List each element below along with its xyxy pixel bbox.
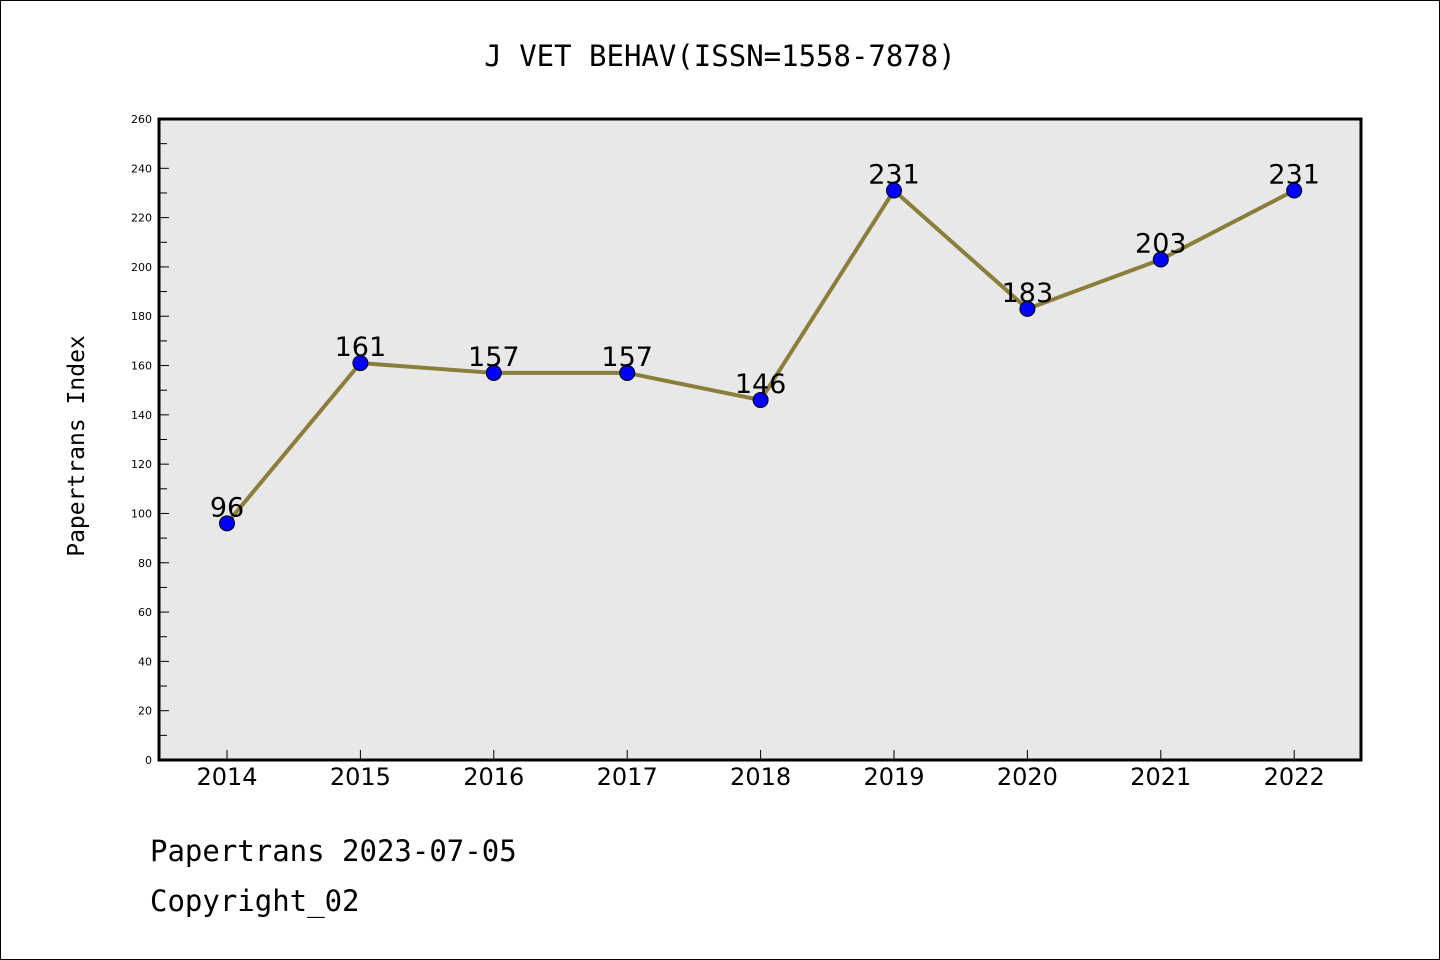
x-tick-label: 2016	[463, 763, 524, 791]
data-point	[886, 182, 902, 199]
y-axis: 0 20 40 60 80 100 120 140 160 180 200 220 240 260	[131, 113, 169, 767]
y-tick-label: 100	[131, 507, 152, 520]
data-label: 183	[1002, 278, 1054, 309]
y-tick-label: 200	[131, 261, 152, 274]
data-label: 157	[601, 342, 653, 373]
x-tick-label: 2018	[730, 763, 791, 791]
y-axis-label: Papertrans Index	[64, 335, 90, 557]
y-tick-label: 60	[138, 606, 152, 619]
data-point	[485, 364, 502, 381]
y-tick-label: 180	[131, 310, 152, 323]
data-label: 231	[1268, 159, 1320, 190]
x-tick-label: 2017	[597, 763, 658, 791]
y-tick-label: 160	[131, 360, 152, 373]
y-tick-label: 80	[138, 557, 152, 570]
data-point	[752, 392, 769, 409]
footer-source: Papertrans 2023-07-05	[150, 834, 517, 868]
x-tick-label: 2022	[1264, 763, 1325, 791]
data-point	[1152, 251, 1169, 268]
y-tick-label: 120	[131, 458, 152, 471]
chart-title: J VET BEHAV(ISSN=1558-7878)	[484, 39, 955, 73]
x-axis: 2014 2015 2016 2017 2018 2019 2020 2021 2022	[196, 750, 1325, 791]
data-point	[219, 515, 235, 532]
y-tick-label: 240	[131, 162, 152, 175]
y-tick-label: 220	[131, 212, 152, 225]
y-tick-label: 20	[138, 705, 152, 718]
data-point	[352, 355, 369, 372]
data-label: 146	[735, 369, 787, 400]
y-tick-label: 0	[145, 754, 152, 767]
data-label: 231	[868, 159, 920, 190]
data-point	[1019, 300, 1036, 317]
y-tick-label: 260	[131, 113, 152, 126]
footer-copyright: Copyright_02	[150, 884, 360, 918]
x-tick-label: 2021	[1130, 763, 1191, 791]
data-label: 96	[210, 492, 244, 523]
plot-area	[157, 117, 1363, 762]
y-tick-label: 140	[131, 409, 152, 422]
y-tick-label: 40	[138, 655, 152, 668]
x-tick-label: 2015	[330, 763, 391, 791]
x-tick-label: 2014	[196, 763, 257, 791]
data-label: 161	[335, 332, 387, 363]
x-tick-label: 2020	[997, 763, 1058, 791]
data-point	[619, 364, 636, 381]
data-label: 203	[1135, 229, 1187, 260]
data-label: 157	[468, 342, 520, 373]
series-group: 96 161 157 157 146 231 183 203 231	[210, 159, 1320, 532]
data-point	[1286, 182, 1303, 199]
x-tick-label: 2019	[863, 763, 924, 791]
